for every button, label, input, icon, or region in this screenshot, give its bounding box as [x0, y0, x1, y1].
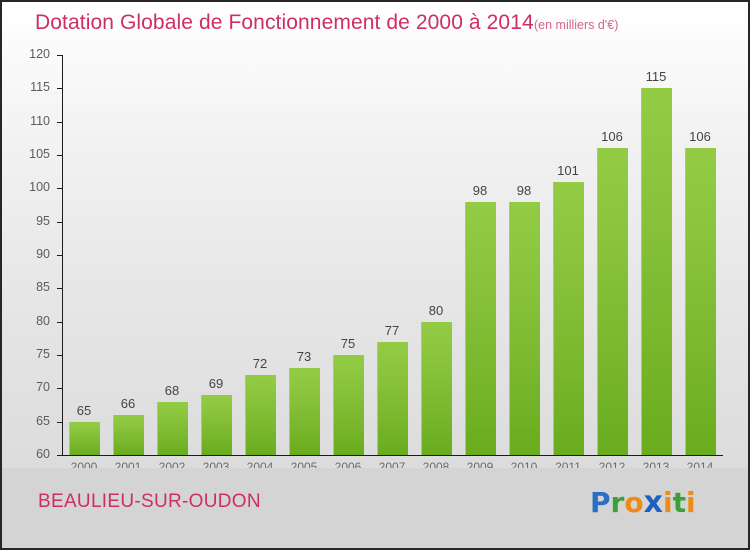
bar[interactable] — [289, 368, 320, 455]
y-axis-tick-label: 80 — [36, 313, 50, 328]
bar-value-label: 98 — [516, 182, 532, 198]
bar[interactable] — [641, 88, 672, 455]
bar-value-label: 115 — [645, 69, 667, 85]
bar-value-label: 101 — [557, 162, 579, 178]
y-axis-tick — [57, 188, 63, 190]
y-axis-tick-label: 115 — [30, 80, 50, 95]
bar[interactable] — [597, 148, 628, 455]
y-axis-tick — [57, 55, 63, 56]
y-axis-tick-label: 65 — [36, 413, 50, 428]
bar[interactable] — [465, 201, 496, 455]
y-axis-tick — [57, 221, 63, 223]
bar[interactable] — [553, 181, 584, 455]
bar-value-label: 72 — [252, 356, 268, 371]
logo-letter: r — [610, 486, 625, 519]
bar-value-label: 66 — [120, 396, 136, 411]
bar-value-label: 106 — [689, 129, 711, 145]
y-axis-tick-label: 70 — [36, 380, 50, 395]
bar[interactable] — [421, 321, 452, 455]
y-axis-tick — [57, 288, 63, 290]
y-axis-tick — [57, 388, 63, 390]
y-axis-tick — [57, 355, 63, 356]
y-axis-tick — [57, 121, 63, 123]
y-axis-tick — [57, 255, 63, 256]
page-title: Dotation Globale de Fonctionnement de 20… — [35, 11, 534, 34]
logo-letter: i — [685, 486, 696, 519]
y-axis-tick-label: 95 — [36, 213, 50, 228]
y-axis-tick-label: 60 — [36, 447, 50, 461]
bar-value-label: 98 — [472, 182, 488, 198]
logo-letter: o — [624, 486, 644, 519]
bar[interactable] — [333, 355, 364, 455]
chart-header: Dotation Globale de Fonctionnement de 20… — [2, 2, 748, 48]
logo-letter: i — [662, 486, 673, 519]
bar-value-label: 73 — [296, 349, 312, 365]
y-axis-tick-label: 120 — [29, 47, 50, 61]
bar-value-label: 68 — [164, 382, 180, 398]
bar-value-label: 106 — [601, 129, 623, 145]
y-axis-tick — [57, 321, 63, 323]
bar-value-label: 69 — [208, 376, 224, 391]
y-axis-tick — [57, 88, 63, 90]
bar[interactable] — [69, 421, 100, 455]
y-axis-tick-label: 100 — [29, 180, 50, 195]
y-axis-tick-label: 110 — [30, 113, 50, 128]
y-axis-tick-label: 90 — [36, 247, 50, 261]
chart-plot-region: 60 65 70 75 80 85 90 95 100 105 110 115 120 2000 2001… — [2, 47, 748, 474]
logo-letter: t — [672, 486, 686, 519]
bar[interactable] — [245, 375, 276, 455]
bar-value-label: 77 — [384, 322, 400, 338]
commune-name: BEAULIEU-SUR-OUDON — [38, 491, 261, 512]
bar[interactable] — [157, 401, 188, 455]
bar-value-label: 80 — [428, 302, 444, 318]
bar-value-label: 65 — [76, 402, 92, 418]
y-axis-tick — [57, 421, 63, 423]
logo-letter: P — [590, 486, 611, 519]
chart-subtitle-units: (en milliers d'€) — [534, 18, 619, 32]
bar-value-label: 75 — [340, 336, 356, 351]
bar[interactable] — [509, 201, 540, 455]
bars-container — [62, 55, 722, 455]
y-axis-tick-label: 85 — [36, 280, 50, 295]
logo-letter: x — [643, 485, 663, 520]
y-axis-tick — [57, 155, 63, 156]
bar[interactable] — [685, 148, 716, 455]
bar[interactable] — [377, 341, 408, 455]
y-axis-tick — [57, 455, 63, 456]
proxiti-logo[interactable]: Proxiti — [590, 485, 696, 520]
chart-footer: BEAULIEU-SUR-OUDON Proxiti — [2, 468, 748, 548]
bar[interactable] — [113, 415, 144, 455]
y-axis-tick-label: 75 — [36, 347, 50, 361]
bar[interactable] — [201, 395, 232, 455]
x-axis-line — [62, 455, 723, 456]
y-axis-tick-label: 105 — [29, 147, 50, 161]
